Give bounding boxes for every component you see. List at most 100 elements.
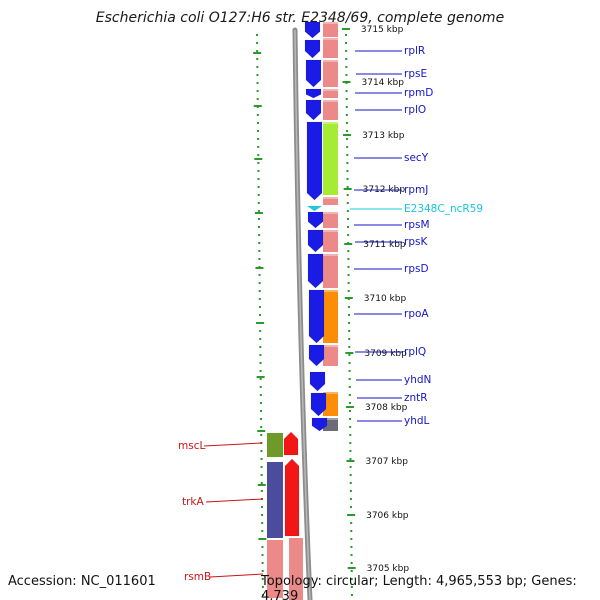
- ruler-dot: [349, 458, 352, 460]
- feature-block: [323, 254, 338, 288]
- ruler-dot: [257, 154, 260, 156]
- ruler-dot: [350, 554, 353, 556]
- ruler-dot: [348, 378, 351, 380]
- tick-label-3713-kbp: 3713 kbp: [362, 131, 405, 141]
- ruler-dot: [261, 506, 264, 508]
- ruler-dot: [259, 330, 262, 332]
- ruler-dot: [350, 578, 353, 580]
- gene-arrow: [310, 392, 327, 417]
- ruler-dot: [258, 274, 261, 276]
- ruler-dot: [258, 258, 261, 260]
- ruler-dot: [349, 466, 352, 468]
- ruler-tick-left: [256, 322, 265, 324]
- ruler-dot: [349, 490, 352, 492]
- ruler-tick-left: [255, 267, 264, 269]
- gene-label-mscl: mscL: [178, 440, 205, 452]
- ruler-left: [256, 34, 264, 596]
- ruler-dot: [257, 218, 260, 220]
- ruler-dot: [349, 434, 352, 436]
- ruler-dot: [350, 522, 353, 524]
- ruler-dot: [347, 234, 350, 236]
- ruler-dot: [345, 122, 348, 124]
- ruler-dot: [346, 130, 349, 132]
- tick-label-3705-kbp: 3705 kbp: [367, 564, 410, 574]
- ruler-dot: [260, 426, 263, 428]
- ruler-dot: [345, 114, 348, 116]
- ruler-dot: [347, 282, 350, 284]
- gene-label-rpmj: rpmJ: [404, 184, 428, 196]
- ruler-dot: [350, 530, 353, 532]
- ruler-dot: [348, 370, 351, 372]
- ruler-dot: [256, 66, 259, 68]
- tick-label-3706-kbp: 3706 kbp: [366, 511, 409, 521]
- feature-block: [323, 60, 338, 87]
- ruler-dot: [349, 426, 352, 428]
- tick-label-3714-kbp: 3714 kbp: [362, 78, 405, 88]
- gene-arrow: [283, 431, 299, 456]
- ruler-tick-left: [254, 212, 263, 214]
- ruler-dot: [345, 74, 348, 76]
- tick-label-3708-kbp: 3708 kbp: [365, 403, 408, 413]
- ruler-dot: [257, 162, 260, 164]
- gene-label-rpsm: rpsM: [404, 219, 430, 231]
- ruler-dot: [346, 202, 349, 204]
- gene-label-rpsd: rpsD: [404, 263, 429, 275]
- gene-label-e2348c-ncr59: E2348C_ncR59: [404, 203, 483, 215]
- ruler-dot: [259, 378, 262, 380]
- ruler-dot: [348, 338, 351, 340]
- ruler-dot: [261, 570, 264, 572]
- ruler-dot: [349, 474, 352, 476]
- ruler-dot: [259, 386, 262, 388]
- ruler-dot: [256, 34, 258, 36]
- ruler-dot: [348, 354, 351, 356]
- feature-block: [323, 100, 338, 120]
- ruler-dot: [346, 170, 349, 172]
- ruler-tick-right: [347, 514, 356, 516]
- ruler-dot: [260, 434, 263, 436]
- gene-label-rpmd: rpmD: [404, 87, 433, 99]
- ruler-dot: [257, 186, 260, 188]
- gene-label-secy: secY: [404, 152, 429, 164]
- ruler-dot: [261, 522, 264, 524]
- ruler-tick-right: [344, 297, 353, 299]
- gene-arrow: [308, 289, 325, 344]
- ruler-dot: [260, 410, 262, 412]
- tick-label-3711-kbp: 3711 kbp: [363, 240, 406, 250]
- ruler-dot: [257, 146, 260, 148]
- ruler-dot: [258, 290, 261, 292]
- ruler-tick-right: [346, 460, 355, 462]
- ruler-dot: [261, 546, 264, 548]
- gene-arrow: [311, 417, 328, 432]
- gene-arrow: [284, 458, 300, 537]
- ruler-dot: [261, 586, 264, 588]
- feature-block-shine: [323, 22, 338, 24]
- gene-label-rplr: rplR: [404, 45, 425, 57]
- ruler-dot: [345, 42, 348, 44]
- genome-title: Escherichia coli O127:H6 str. E2348/69, …: [95, 10, 505, 26]
- feature-block-shine: [323, 89, 338, 91]
- ruler-dot: [345, 106, 348, 108]
- ruler-dot: [256, 74, 259, 76]
- ruler-dot: [350, 594, 353, 596]
- ruler-dot: [349, 482, 352, 484]
- ruler-track: [253, 28, 356, 596]
- ruler-dot: [350, 562, 353, 564]
- ruler-dot: [348, 394, 351, 396]
- gene-label-rplq: rplQ: [404, 346, 426, 358]
- feature-block-shine: [323, 254, 338, 256]
- ruler-dot: [261, 514, 264, 516]
- ruler-dot: [259, 354, 262, 356]
- ncrna-arrow: [307, 206, 322, 211]
- ruler-dot: [258, 226, 261, 228]
- ruler-dot: [349, 418, 352, 420]
- ruler-tick-left: [257, 484, 266, 486]
- ruler-dot: [347, 274, 350, 276]
- gene-label-zntr: zntR: [404, 392, 428, 404]
- tick-label-3715-kbp: 3715 kbp: [361, 25, 404, 35]
- ruler-tick-left: [257, 430, 266, 432]
- ruler-dot: [347, 226, 350, 228]
- ruler-dot: [257, 130, 260, 132]
- ruler-dot: [259, 338, 262, 340]
- feature-block: [323, 89, 338, 98]
